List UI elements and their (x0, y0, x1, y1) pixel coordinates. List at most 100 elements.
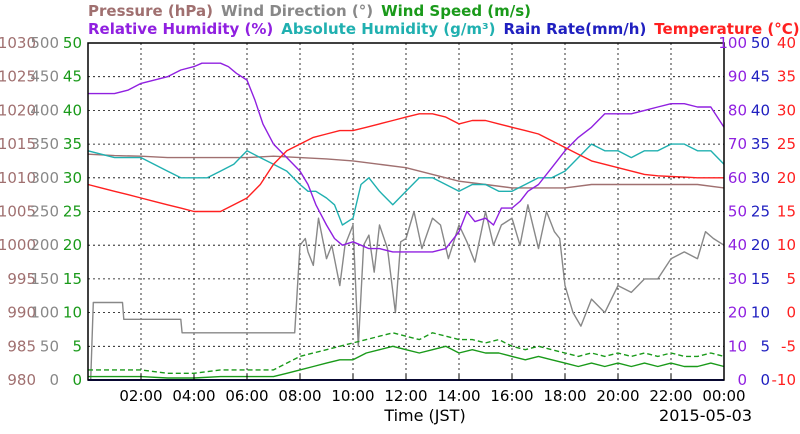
legend-entry: Pressure (hPa) (88, 2, 213, 20)
x-tick-label: 08:00 (278, 387, 321, 405)
pressure-tick-label: 1005 (0, 203, 36, 221)
legend-entry: Relative Humidity (%) (88, 20, 273, 38)
relative-humidity-tick-label: 30 (728, 270, 747, 288)
relative-humidity-tick-label: 0 (737, 371, 747, 389)
wind-speed-tick-label: 20 (63, 236, 82, 254)
pressure-tick-label: 980 (7, 371, 36, 389)
relative-humidity-tick-label: 40 (728, 236, 747, 254)
temperature-tick-label: 35 (777, 68, 796, 86)
wind-direction-tick-label: 500 (30, 34, 59, 52)
x-tick-label: 04:00 (172, 387, 215, 405)
title-row-2: Relative Humidity (%) Absolute Humidity (… (88, 20, 800, 38)
legend-entry: Wind Speed (m/s) (381, 2, 531, 20)
right-axes: 1009080706050403020100504540353025201510… (718, 34, 796, 389)
pressure-tick-label: 995 (7, 270, 36, 288)
wind-direction-tick-label: 0 (49, 371, 59, 389)
wind-speed-tick-label: 10 (63, 304, 82, 322)
temperature-tick-label: 30 (777, 101, 796, 119)
temperature-tick-label: 5 (786, 270, 796, 288)
series-line-relative-humidity (88, 62, 725, 253)
wind-speed-tick-label: 30 (63, 169, 82, 187)
temperature-tick-label: 20 (777, 169, 796, 187)
series-line-absolute-humidity (87, 143, 725, 226)
rain-rate-tick-label: 20 (751, 236, 770, 254)
pressure-tick-label: 1025 (0, 68, 36, 86)
rain-rate-tick-label: 0 (760, 371, 770, 389)
pressure-tick-label: 1010 (0, 169, 36, 187)
wind-speed-tick-label: 0 (72, 371, 82, 389)
temperature-tick-label: 15 (777, 203, 796, 221)
legend-entry: Absolute Humidity (g/m³) (281, 20, 495, 38)
temperature-tick-label: 40 (777, 34, 796, 52)
wind-direction-tick-label: 150 (30, 270, 59, 288)
pressure-tick-label: 990 (7, 304, 36, 322)
x-tick-label: 18:00 (543, 387, 586, 405)
wind-speed-tick-label: 45 (63, 68, 82, 86)
legend-entry: Temperature (°C) (654, 20, 799, 38)
rain-rate-tick-label: 35 (751, 135, 770, 153)
relative-humidity-tick-label: 60 (728, 169, 747, 187)
wind-speed-tick-label: 5 (72, 337, 82, 355)
left-axes: 1030102510201015101010051000995990985980… (0, 34, 82, 389)
title-text-row2: Relative Humidity (%) Absolute Humidity (… (88, 20, 800, 38)
series-line-wind-direction (88, 204, 725, 381)
relative-humidity-tick-label: 100 (718, 34, 747, 52)
rain-rate-tick-label: 10 (751, 304, 770, 322)
wind-direction-tick-label: 350 (30, 135, 59, 153)
relative-humidity-tick-label: 80 (728, 101, 747, 119)
relative-humidity-tick-label: 20 (728, 304, 747, 322)
legend-entry: Wind Direction (°) (221, 2, 373, 20)
title-text-row1: Pressure (hPa) Wind Direction (°) Wind Spe… (88, 2, 531, 20)
x-tick-label: 00:00 (702, 387, 745, 405)
temperature-tick-label: -5 (781, 337, 796, 355)
rain-rate-tick-label: 5 (760, 337, 770, 355)
pressure-tick-label: 985 (7, 337, 36, 355)
relative-humidity-tick-label: 50 (728, 203, 747, 221)
x-tick-label: 16:00 (490, 387, 533, 405)
pressure-tick-label: 1000 (0, 236, 36, 254)
relative-humidity-tick-label: 70 (728, 135, 747, 153)
wind-direction-tick-label: 300 (30, 169, 59, 187)
pressure-tick-label: 1015 (0, 135, 36, 153)
x-axis-label: Time (JST) (383, 406, 465, 425)
wind-speed-tick-label: 25 (63, 203, 82, 221)
x-tick-label: 10:00 (331, 387, 374, 405)
wind-speed-tick-label: 15 (63, 270, 82, 288)
series-line-pressure (87, 153, 725, 189)
temperature-tick-label: 10 (777, 236, 796, 254)
relative-humidity-tick-label: 90 (728, 68, 747, 86)
wind-direction-tick-label: 450 (30, 68, 59, 86)
temperature-tick-label: 0 (786, 304, 796, 322)
rain-rate-tick-label: 15 (751, 270, 770, 288)
rain-rate-tick-label: 30 (751, 169, 770, 187)
x-tick-label: 14:00 (437, 387, 480, 405)
rain-rate-tick-label: 50 (751, 34, 770, 52)
series-line-temperature (87, 113, 724, 213)
relative-humidity-tick-label: 10 (728, 337, 747, 355)
x-tick-label: 22:00 (649, 387, 692, 405)
wind-direction-tick-label: 200 (30, 236, 59, 254)
rain-rate-tick-label: 25 (751, 203, 770, 221)
series-line-wind-speed (88, 345, 725, 379)
wind-speed-tick-label: 50 (63, 34, 82, 52)
x-tick-label: 02:00 (119, 387, 162, 405)
x-axis: 02:00 04:00 06:00 08:00 10:00 12:00 14:00 16:00… (119, 374, 746, 405)
wind-speed-tick-label: 40 (63, 101, 82, 119)
wind-speed-tick-label: 35 (63, 135, 82, 153)
date-label: 2015-05-03 (659, 406, 752, 425)
wind-direction-tick-label: 50 (40, 337, 59, 355)
title-row-1: Pressure (hPa) Wind Direction (°) Wind Spe… (88, 2, 531, 20)
legend-entry: Rain Rate(mm/h) (503, 20, 646, 38)
rain-rate-tick-label: 45 (751, 68, 770, 86)
temperature-tick-label: -10 (772, 371, 797, 389)
temperature-tick-label: 25 (777, 135, 796, 153)
wind-direction-tick-label: 100 (30, 304, 59, 322)
x-tick-label: 20:00 (596, 387, 639, 405)
rain-rate-tick-label: 40 (751, 101, 770, 119)
wind-direction-tick-label: 400 (30, 101, 59, 119)
wind-direction-tick-label: 250 (30, 203, 59, 221)
x-tick-label: 12:00 (384, 387, 427, 405)
x-tick-label: 06:00 (225, 387, 268, 405)
